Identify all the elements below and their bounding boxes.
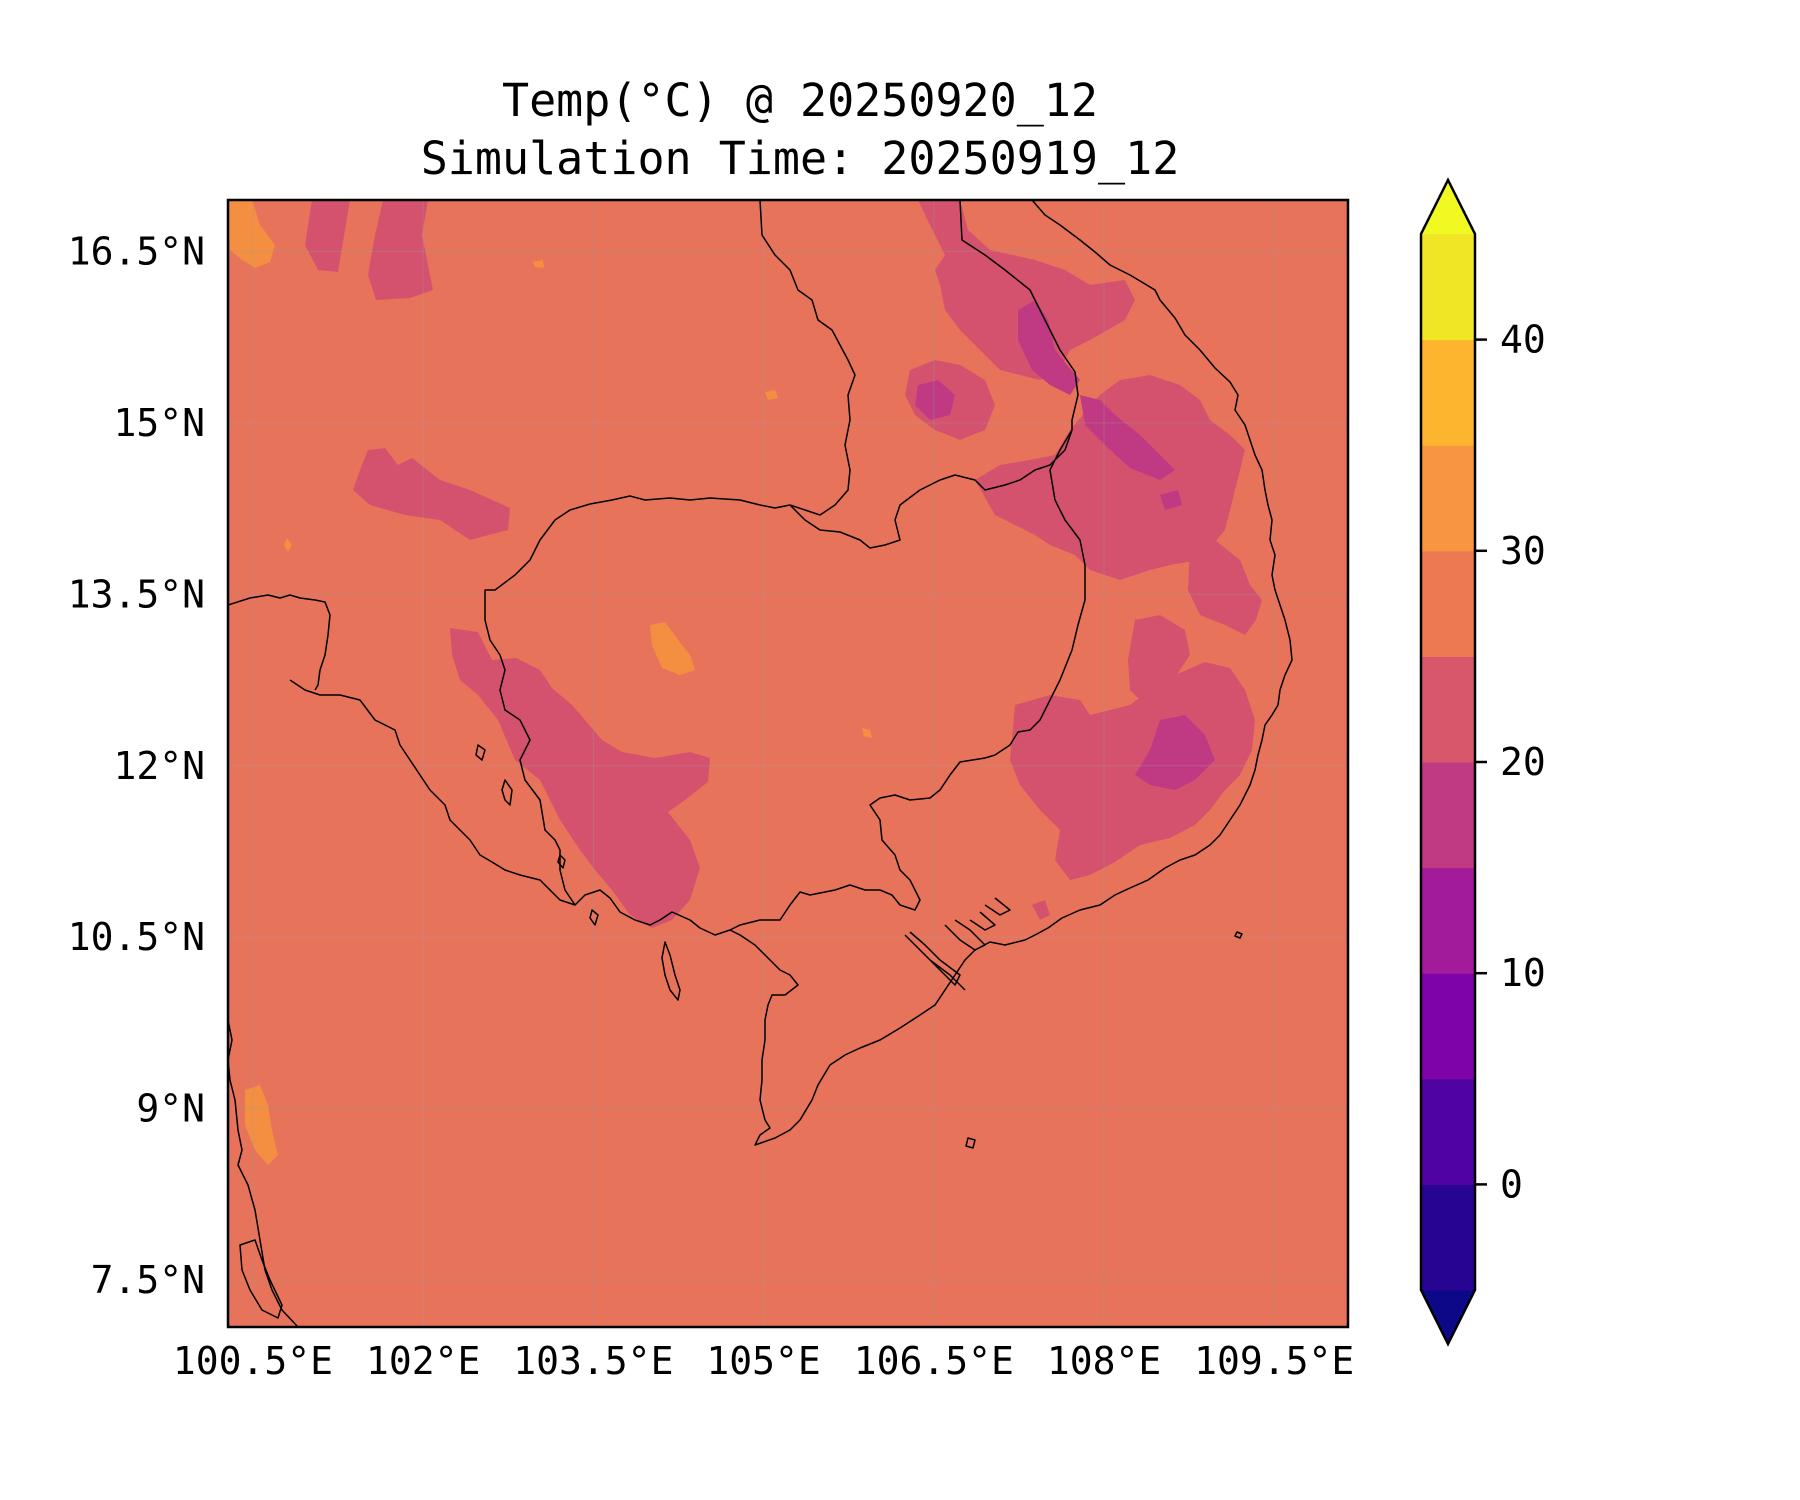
island-5 bbox=[1234, 931, 1243, 939]
colorbar-tick-labels: 0 10 20 30 40 bbox=[1475, 318, 1546, 1206]
lon-tick-label: 109.5°E bbox=[1194, 1339, 1354, 1383]
colorbar-over-extension bbox=[1421, 180, 1475, 234]
island-koh-kong bbox=[501, 779, 513, 806]
border-thailand-myanmar bbox=[228, 594, 331, 691]
map-title: Temp(°C) @ 20250920_12 bbox=[501, 74, 1099, 127]
coolest-region-3 bbox=[915, 380, 955, 420]
lat-tick-label: 10.5°N bbox=[68, 915, 205, 959]
colorbar-tick-label: 0 bbox=[1500, 1162, 1523, 1206]
mekong-river-mouths bbox=[904, 897, 1011, 991]
temperature-map: 100.5°E 102°E 103.5°E 105°E 106.5°E 108°E 109.… bbox=[68, 198, 1354, 1383]
colorbar-tick-label: 10 bbox=[1500, 951, 1546, 995]
cool-region-ne-upper bbox=[918, 200, 1135, 380]
colorbar-tick-label: 20 bbox=[1500, 740, 1546, 784]
colorbar-bin bbox=[1421, 1078, 1475, 1185]
cool-region-coast-1 bbox=[1188, 540, 1262, 635]
cool-region-east-spot bbox=[1032, 900, 1050, 920]
warm-region-nw bbox=[228, 200, 275, 268]
colorbar-bin bbox=[1421, 762, 1475, 869]
map-gridlines bbox=[228, 200, 1348, 1327]
warm-region-central bbox=[650, 622, 695, 675]
map-subtitle: Simulation Time: 20250919_12 bbox=[420, 132, 1180, 185]
colorbar-bins bbox=[1421, 234, 1475, 1291]
island-4 bbox=[965, 1137, 976, 1149]
cool-region-coast-2 bbox=[1128, 615, 1190, 705]
coastline-mekong-delta bbox=[729, 929, 1026, 1146]
temperature-colorbar: 0 10 20 30 40 bbox=[1419, 177, 1546, 1347]
country-borders-and-coastlines bbox=[228, 200, 1293, 1327]
coolest-region-2 bbox=[1080, 395, 1175, 480]
lon-tick-label: 100.5°E bbox=[173, 1339, 333, 1383]
map-frame bbox=[226, 198, 1350, 1329]
cool-region-south-highlands bbox=[1010, 662, 1255, 880]
latitude-tick-labels: 16.5°N 15°N 13.5°N 12°N 10.5°N 9°N 7.5°N bbox=[68, 229, 205, 1302]
longitude-tick-labels: 100.5°E 102°E 103.5°E 105°E 106.5°E 108°E 109.… bbox=[173, 1339, 1354, 1383]
island-2 bbox=[557, 854, 566, 869]
border-laos-cambodia bbox=[789, 429, 1073, 549]
lon-tick-label: 105°E bbox=[706, 1339, 820, 1383]
lon-tick-label: 106.5°E bbox=[854, 1339, 1014, 1383]
colorbar-bin bbox=[1421, 1184, 1475, 1291]
warm-spot-4 bbox=[284, 538, 292, 552]
cool-region-nw-1 bbox=[305, 200, 350, 272]
border-cambodia-vietnam bbox=[729, 429, 1086, 931]
warm-spot-1 bbox=[765, 390, 778, 400]
colorbar-outline bbox=[1419, 177, 1477, 1347]
coastline-gulf-of-thailand bbox=[289, 679, 731, 936]
colorbar-bin bbox=[1421, 339, 1475, 446]
lat-tick-label: 9°N bbox=[136, 1087, 205, 1131]
warm-spot-3 bbox=[862, 728, 872, 738]
island-6 bbox=[239, 1239, 283, 1319]
lat-tick-label: 15°N bbox=[113, 401, 205, 445]
cool-region-cardamom bbox=[450, 628, 710, 928]
border-laos-vietnam bbox=[959, 200, 1079, 430]
border-thailand-cambodia bbox=[484, 495, 791, 906]
colorbar-bin bbox=[1421, 445, 1475, 552]
coolest-region-1 bbox=[1018, 300, 1080, 395]
cool-region-west bbox=[353, 448, 510, 540]
cool-region-highlands bbox=[975, 375, 1245, 580]
lat-tick-label: 7.5°N bbox=[91, 1258, 205, 1302]
coastline-vietnam-east bbox=[1024, 200, 1293, 941]
border-thailand-laos bbox=[759, 200, 856, 516]
warm-region-sw bbox=[245, 1085, 278, 1165]
coolest-regions bbox=[915, 300, 1215, 790]
lat-tick-label: 13.5°N bbox=[68, 572, 205, 616]
lon-tick-label: 102°E bbox=[366, 1339, 480, 1383]
colorbar-under-extension bbox=[1421, 1290, 1475, 1344]
colorbar-bin bbox=[1421, 867, 1475, 974]
warm-spot-2 bbox=[533, 260, 544, 268]
lon-tick-label: 103.5°E bbox=[513, 1339, 673, 1383]
lat-tick-label: 16.5°N bbox=[68, 229, 205, 273]
cooler-regions bbox=[305, 200, 1262, 928]
lat-tick-label: 12°N bbox=[113, 744, 205, 788]
colorbar-tick-label: 40 bbox=[1500, 318, 1546, 362]
colorbar-bin bbox=[1421, 656, 1475, 763]
island-phu-quoc bbox=[661, 941, 681, 1001]
coolest-region-5 bbox=[1160, 490, 1182, 510]
colorbar-tick-label: 30 bbox=[1500, 529, 1546, 573]
warmer-regions bbox=[228, 200, 872, 1165]
island-3 bbox=[589, 909, 599, 926]
coolest-region-4 bbox=[1135, 715, 1215, 790]
cool-region-nw-2 bbox=[368, 200, 433, 300]
colorbar-bin bbox=[1421, 973, 1475, 1080]
colorbar-bin bbox=[1421, 550, 1475, 657]
island-1 bbox=[475, 744, 486, 761]
colorbar-bin bbox=[1421, 234, 1475, 341]
lon-tick-label: 108°E bbox=[1047, 1339, 1161, 1383]
